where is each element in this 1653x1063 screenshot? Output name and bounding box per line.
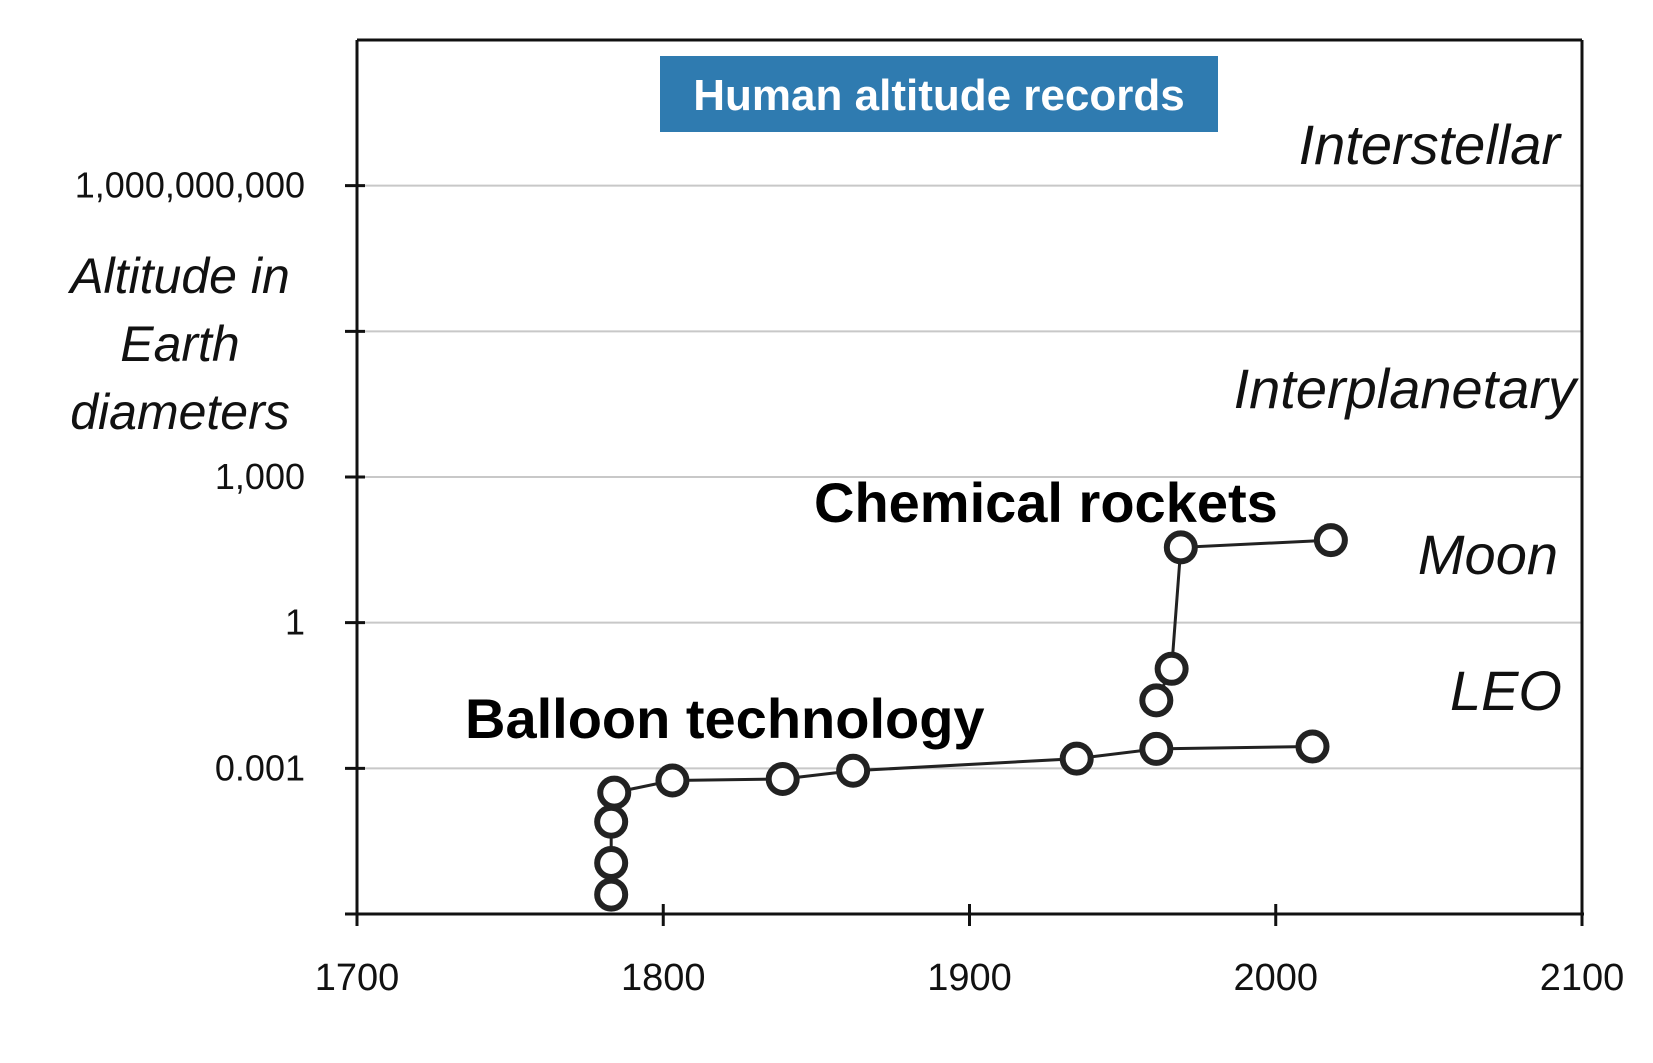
data-point <box>1313 523 1348 558</box>
data-point <box>594 804 629 839</box>
y-axis-label: Altitude in Earth diameters <box>67 248 290 440</box>
data-point <box>1059 741 1094 776</box>
region-label-interstellar: Interstellar <box>1299 113 1563 176</box>
x-tick-label: 2100 <box>1540 957 1625 999</box>
annotation-balloon-technology: Balloon technology <box>465 687 985 750</box>
series <box>594 523 1348 912</box>
series-line <box>609 744 1313 895</box>
y-tick-label: 1,000 <box>215 456 305 497</box>
chart-title-background <box>660 56 1218 132</box>
data-point <box>836 753 871 788</box>
data-point <box>655 763 690 798</box>
data-point <box>1154 651 1189 686</box>
y-tick-label: 1,000,000,000 <box>75 165 305 206</box>
chart-title: Human altitude records <box>660 56 1218 132</box>
x-tick-label: 1700 <box>315 957 400 999</box>
data-point <box>1139 731 1174 766</box>
grid <box>357 184 1582 770</box>
data-point <box>1163 530 1198 565</box>
region-label-moon: Moon <box>1418 523 1558 586</box>
y-ticks: 1,000,000,000 1,000 1 0.001 <box>75 165 365 916</box>
x-tick-label: 1800 <box>621 957 706 999</box>
data-point <box>597 775 632 810</box>
chart-title-text: Human altitude records <box>693 71 1184 120</box>
y-tick-label: 0.001 <box>215 747 305 788</box>
y-axis-label-line-3: diameters <box>70 384 290 440</box>
y-tick-label: 1 <box>285 602 305 643</box>
data-point <box>765 762 800 797</box>
data-point <box>594 846 629 881</box>
data-point <box>1139 683 1174 718</box>
data-point <box>594 877 629 912</box>
annotation-chemical-rockets: Chemical rockets <box>814 471 1278 534</box>
x-tick-label: 2000 <box>1233 957 1318 999</box>
x-tick-label: 1900 <box>927 957 1012 999</box>
region-label-interplanetary: Interplanetary <box>1234 357 1579 420</box>
y-axis-label-line-2: Earth <box>120 316 240 372</box>
x-ticks: 1700 1800 1900 2000 2100 <box>315 904 1625 999</box>
series-line <box>1154 538 1331 702</box>
region-label-leo: LEO <box>1450 659 1562 722</box>
data-point <box>1295 729 1330 764</box>
y-axis-label-line-1: Altitude in <box>67 248 290 304</box>
